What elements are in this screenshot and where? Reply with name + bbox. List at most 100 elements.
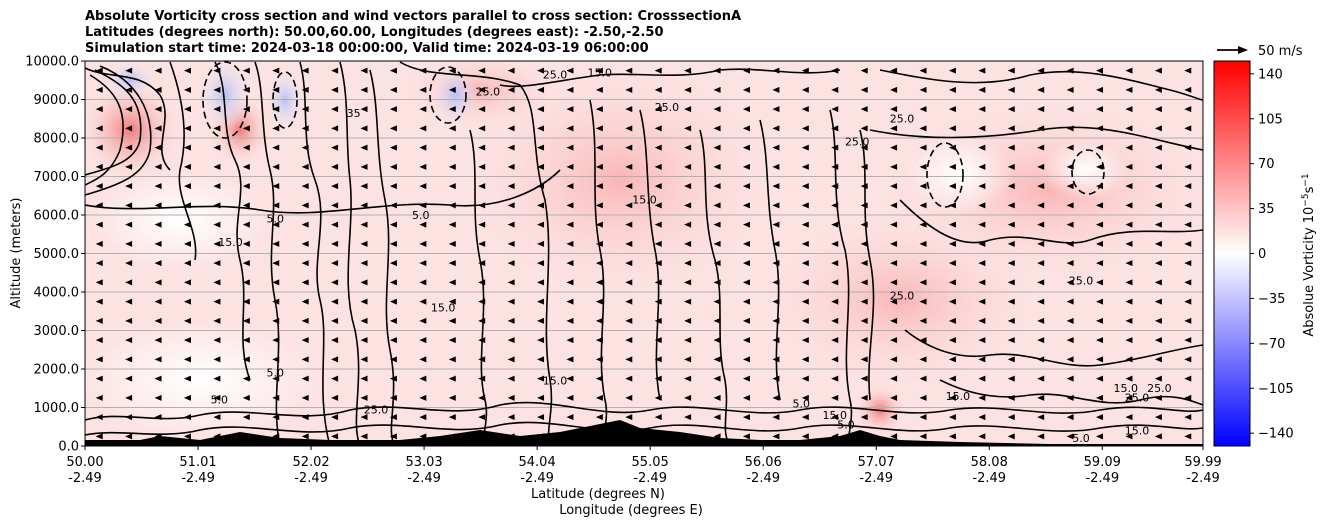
wind-vector [713, 125, 721, 132]
contour-line [85, 65, 152, 196]
wind-vector [1154, 125, 1162, 132]
negative-contour [1071, 149, 1105, 195]
x-tick-label-lat: 59.99 [1184, 455, 1221, 470]
wind-vector [801, 317, 809, 324]
wind-vector [1125, 356, 1133, 363]
wind-vector [566, 394, 574, 401]
colorbar-tick-label: −70 [1258, 337, 1285, 352]
wind-vector [389, 356, 397, 363]
wind-vector [448, 144, 456, 151]
wind-vector [684, 221, 692, 228]
wind-vector [183, 298, 191, 305]
contour-label: 15.0 [632, 193, 657, 206]
wind-vector [1066, 317, 1074, 324]
wind-vector [1154, 163, 1162, 170]
wind-vector [625, 298, 633, 305]
wind-vector [625, 337, 633, 344]
negative-vorticity-region [105, 62, 155, 98]
contour-line [85, 401, 1203, 421]
wind-vector [125, 125, 133, 132]
wind-vector [919, 394, 927, 401]
wind-vector [1037, 394, 1045, 401]
wind-vector [595, 375, 603, 382]
contour-label: 15.0 [1114, 382, 1139, 395]
wind-vector [1007, 337, 1015, 344]
wind-vector [448, 86, 456, 93]
wind-vector [978, 260, 986, 267]
wind-vector [478, 125, 486, 132]
negative-vorticity-region [200, 61, 250, 130]
wind-vector [1154, 279, 1162, 286]
y-axis-ticks: 0.0 1000.0 2000.0 3000.0 4000.0 5000.0 6000.0 7… [25, 55, 85, 455]
contour-label: 5.0 [267, 213, 285, 226]
wind-vector [566, 163, 574, 170]
wind-vector [860, 337, 868, 344]
wind-vector [890, 298, 898, 305]
wind-vector [537, 144, 545, 151]
wind-vector [154, 163, 162, 170]
wind-vector [801, 337, 809, 344]
wind-vector [860, 298, 868, 305]
wind-vector [537, 298, 545, 305]
wind-vector [360, 433, 368, 440]
wind-vector [272, 317, 280, 324]
contour-label: 25.0 [1069, 274, 1094, 287]
wind-vector [242, 433, 250, 440]
wind-vector [272, 414, 280, 421]
wind-vector [978, 183, 986, 190]
x-tick-label-lat: 57.07 [858, 455, 895, 470]
wind-vector [860, 125, 868, 132]
wind-vector [154, 125, 162, 132]
colorbar-ticks: 140 105 70 35 0 −35 −70 −105 −140 [1250, 67, 1294, 442]
wind-vector [625, 414, 633, 421]
wind-vector [948, 414, 956, 421]
wind-vector [154, 279, 162, 286]
contour-line [879, 69, 1203, 101]
wind-vector [507, 67, 515, 74]
wind-vector [1184, 67, 1192, 74]
wind-vector [272, 394, 280, 401]
quiver-key-arrowhead [1238, 46, 1248, 54]
wind-vector [654, 202, 662, 209]
wind-vector [448, 240, 456, 247]
wind-vector [860, 394, 868, 401]
wind-vector [772, 414, 780, 421]
wind-vector [154, 394, 162, 401]
wind-vector [537, 86, 545, 93]
contour-label: 5.0 [1072, 432, 1090, 445]
wind-vector [1066, 433, 1074, 440]
wind-vector [890, 125, 898, 132]
wind-vector [742, 86, 750, 93]
wind-vector [331, 260, 339, 267]
contour-label: 15.0 [543, 374, 568, 387]
wind-vector [213, 221, 221, 228]
y-tick-label: 5000.0 [34, 247, 80, 262]
wind-vector [654, 144, 662, 151]
wind-vector [448, 414, 456, 421]
contour-line [169, 61, 197, 261]
wind-vector [772, 67, 780, 74]
wind-vector [242, 163, 250, 170]
wind-vector [389, 125, 397, 132]
wind-vector [919, 317, 927, 324]
x-tick-label-lat: 51.01 [179, 455, 216, 470]
wind-vector [772, 125, 780, 132]
wind-vector [801, 86, 809, 93]
wind-vector [183, 375, 191, 382]
wind-vector [389, 337, 397, 344]
wind-vector [654, 317, 662, 324]
wind-vector [389, 86, 397, 93]
wind-vector [213, 414, 221, 421]
wind-vector [625, 163, 633, 170]
wind-vector [478, 106, 486, 113]
wind-vector [1184, 260, 1192, 267]
wind-vector [1125, 375, 1133, 382]
wind-vector [1066, 125, 1074, 132]
wind-vector [272, 86, 280, 93]
wind-vector [242, 414, 250, 421]
wind-vector [890, 67, 898, 74]
wind-vector [242, 375, 250, 382]
wind-vector [919, 163, 927, 170]
wind-vector [919, 298, 927, 305]
